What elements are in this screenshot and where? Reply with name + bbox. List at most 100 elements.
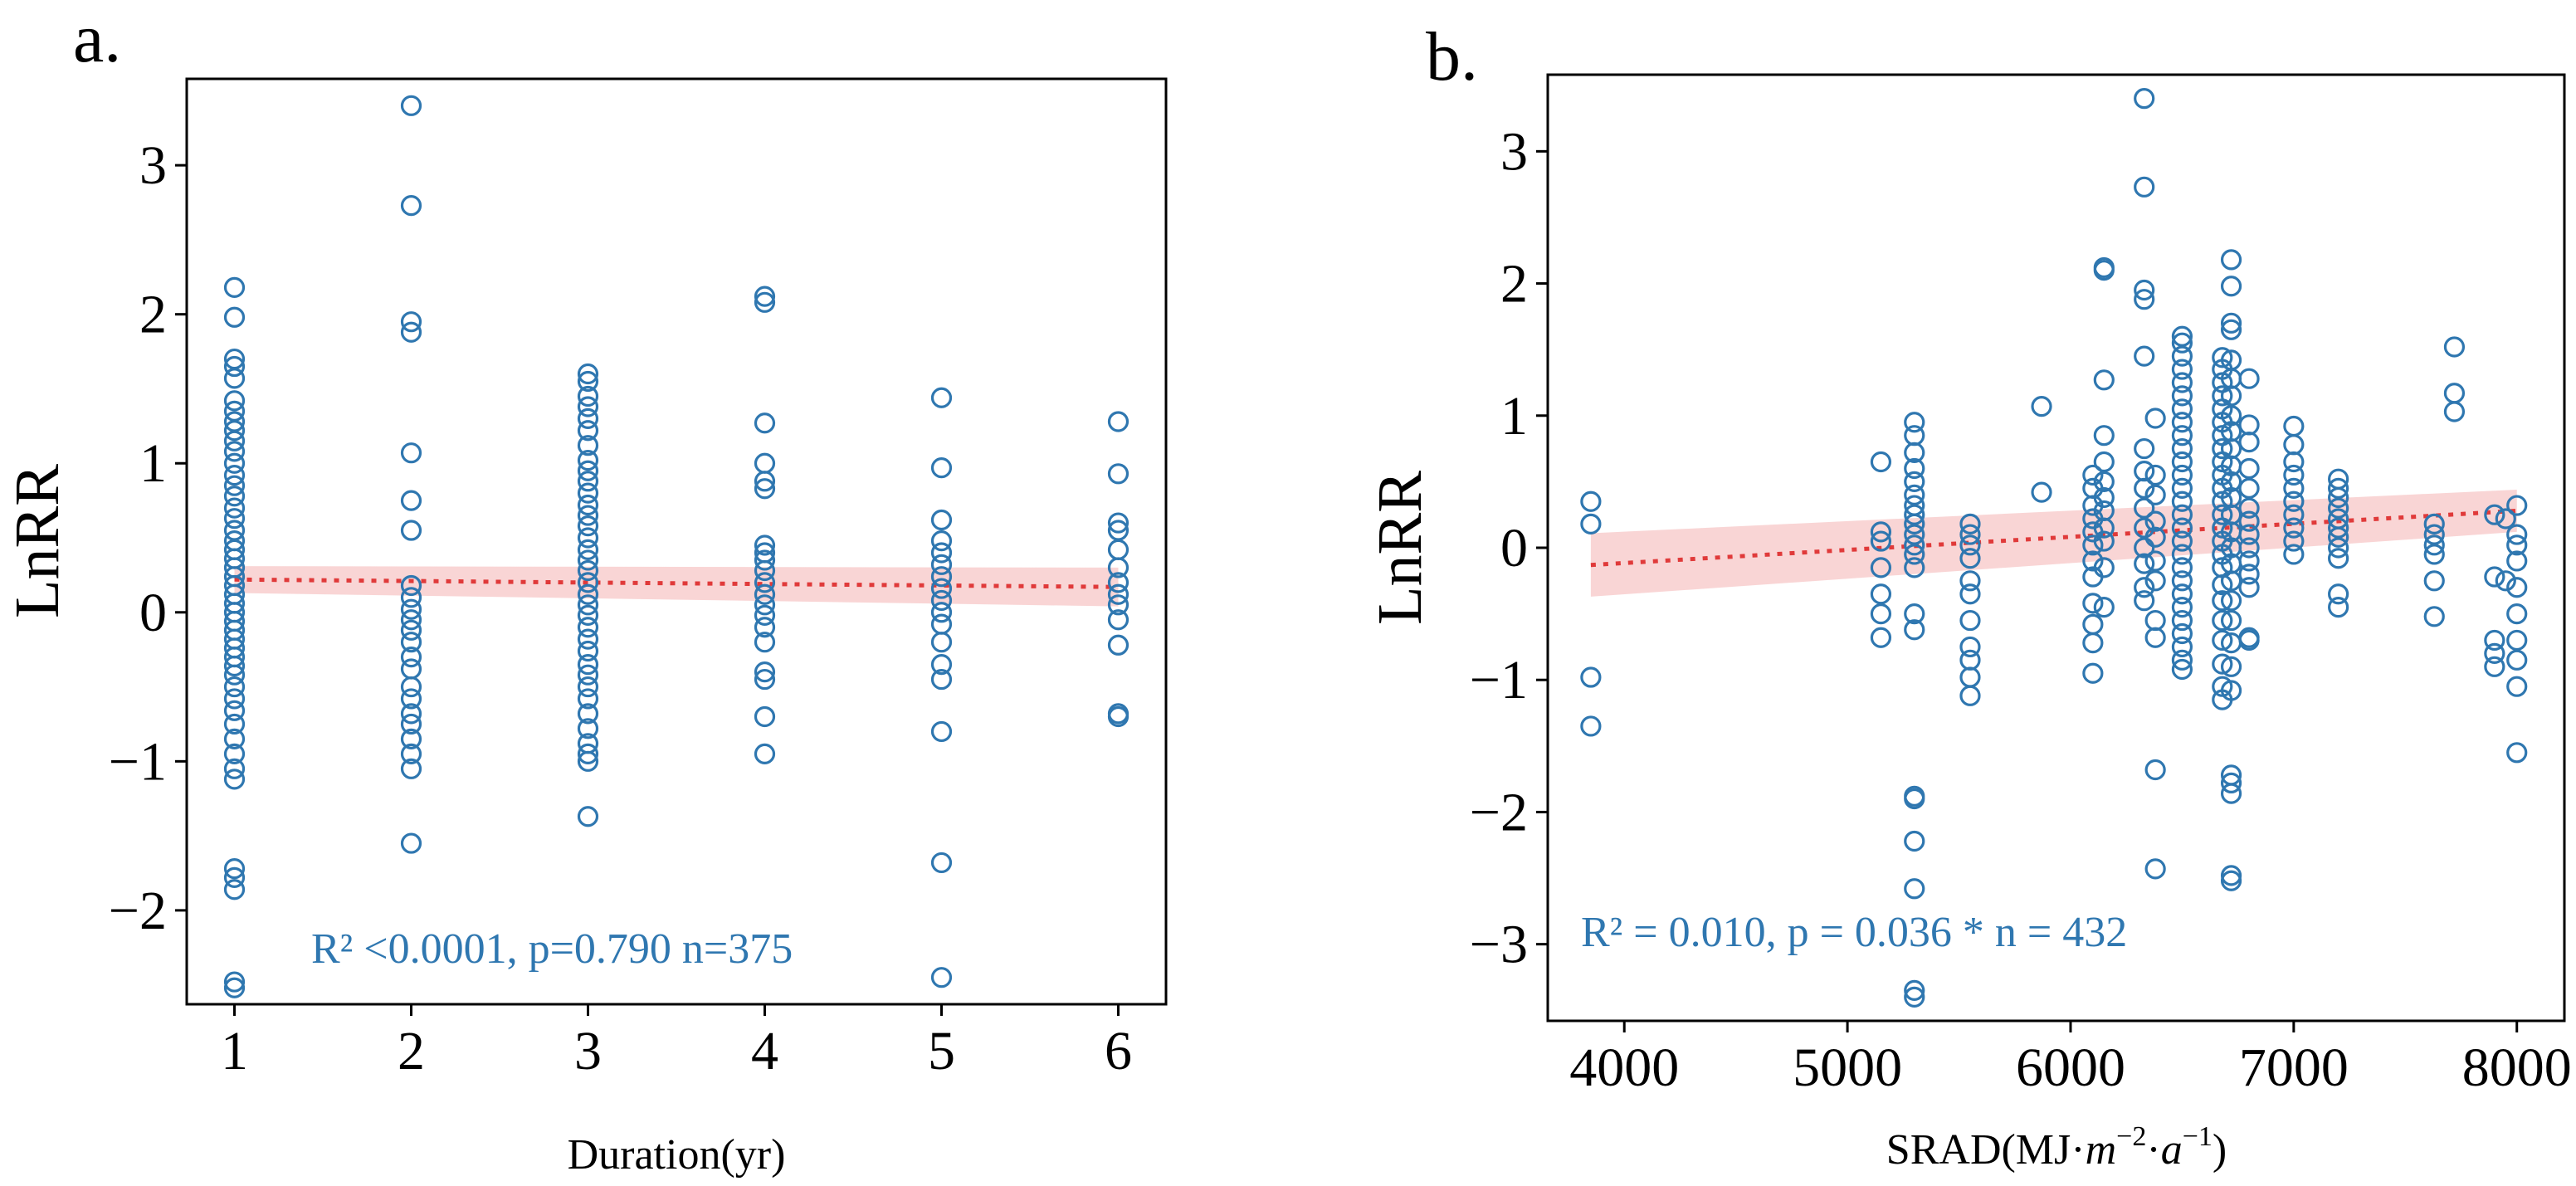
data-point bbox=[577, 806, 599, 827]
data-point bbox=[2134, 553, 2155, 574]
data-point bbox=[2212, 629, 2233, 652]
data-point bbox=[400, 632, 422, 653]
data-point bbox=[400, 619, 422, 641]
data-point bbox=[223, 355, 246, 378]
data-point bbox=[754, 412, 776, 434]
data-point bbox=[1904, 442, 1925, 463]
data-point bbox=[577, 572, 599, 593]
data-point bbox=[577, 450, 599, 471]
data-point bbox=[2134, 577, 2155, 598]
data-point bbox=[1904, 471, 1925, 492]
data-point bbox=[1107, 572, 1129, 593]
panel-b-x-axis-label-m: m bbox=[2086, 1126, 2117, 1174]
data-point bbox=[577, 688, 599, 710]
data-point bbox=[2093, 517, 2115, 539]
data-point bbox=[2506, 495, 2528, 516]
data-point bbox=[2082, 632, 2104, 654]
data-point bbox=[223, 858, 246, 880]
y-tick-label: 2 bbox=[1500, 254, 1528, 315]
data-point bbox=[2212, 437, 2233, 460]
y-tick-label: 0 bbox=[139, 583, 167, 643]
data-point bbox=[2328, 486, 2349, 509]
data-point bbox=[577, 460, 599, 481]
data-point bbox=[1107, 411, 1129, 432]
data-point bbox=[223, 700, 246, 721]
data-point bbox=[1904, 457, 1925, 480]
data-point bbox=[2220, 609, 2242, 632]
data-point bbox=[1904, 504, 1925, 525]
data-point bbox=[2144, 570, 2166, 592]
data-point bbox=[577, 549, 599, 571]
data-point bbox=[2238, 629, 2260, 652]
data-point bbox=[2144, 550, 2166, 572]
data-point bbox=[2506, 649, 2528, 671]
x-tick-label: 4 bbox=[751, 1021, 778, 1081]
data-point bbox=[1959, 524, 1981, 545]
data-point bbox=[754, 632, 776, 653]
data-point bbox=[577, 676, 599, 698]
panel-a-plot-frame bbox=[185, 77, 1168, 1006]
data-point bbox=[1904, 524, 1925, 545]
panel-b-label: b. bbox=[1426, 18, 1478, 95]
data-point bbox=[2212, 504, 2233, 525]
data-point bbox=[1870, 583, 1892, 605]
data-point bbox=[1904, 878, 1925, 900]
data-point bbox=[577, 718, 599, 739]
data-point bbox=[754, 478, 776, 500]
data-point bbox=[400, 311, 422, 333]
panel-b-x-axis-label-m-exp: −2 bbox=[2116, 1121, 2146, 1152]
data-point bbox=[754, 471, 776, 492]
data-point bbox=[1959, 583, 1981, 605]
data-point bbox=[2328, 548, 2349, 569]
data-point bbox=[400, 713, 422, 735]
data-point bbox=[754, 291, 776, 313]
data-point bbox=[754, 549, 776, 571]
data-point bbox=[754, 534, 776, 556]
data-point bbox=[2171, 597, 2193, 618]
data-point bbox=[223, 769, 246, 790]
panel-a: a. 1 2 3 4 5 6 −2 −1 0 1 2 3 LnRR Duration(yr) R² … bbox=[2, 0, 1168, 1179]
panel-b-y-axis-label: LnRR bbox=[1365, 471, 1435, 625]
data-point bbox=[1107, 583, 1129, 605]
data-point bbox=[2171, 530, 2193, 552]
data-point bbox=[2134, 88, 2155, 110]
data-point bbox=[577, 750, 599, 772]
panel-a-points bbox=[223, 95, 1129, 998]
data-point bbox=[2171, 477, 2193, 499]
data-point bbox=[2220, 590, 2242, 612]
y-tick-label: −1 bbox=[109, 731, 167, 792]
data-point bbox=[2134, 289, 2155, 310]
data-point bbox=[2171, 544, 2193, 565]
data-point bbox=[577, 505, 599, 526]
data-point bbox=[2171, 332, 2193, 354]
data-point bbox=[754, 452, 776, 474]
data-point bbox=[1107, 539, 1129, 560]
data-point bbox=[930, 654, 953, 676]
panel-b-regression-line bbox=[1590, 508, 2517, 568]
y-tick-label: −1 bbox=[1470, 650, 1528, 710]
data-point bbox=[2484, 504, 2505, 525]
panel-b-x-ticks: 4000 5000 6000 7000 8000 bbox=[1569, 1021, 2572, 1098]
data-point bbox=[2423, 524, 2445, 545]
data-point bbox=[577, 385, 599, 408]
data-point bbox=[754, 743, 776, 764]
data-point bbox=[2134, 345, 2155, 367]
data-point bbox=[2283, 464, 2305, 486]
data-point bbox=[2328, 597, 2349, 618]
data-point bbox=[577, 420, 599, 442]
x-tick-label: 6000 bbox=[2016, 1037, 2125, 1098]
data-point bbox=[223, 713, 246, 735]
data-point bbox=[2506, 742, 2528, 764]
panel-a-ci-band bbox=[234, 566, 1119, 607]
data-point bbox=[2171, 412, 2193, 433]
data-point bbox=[223, 486, 246, 507]
data-point bbox=[2238, 564, 2260, 585]
panel-b-fit-line bbox=[1590, 508, 2517, 568]
data-point bbox=[2220, 656, 2242, 677]
data-point bbox=[577, 370, 599, 393]
data-point bbox=[2328, 477, 2349, 499]
data-point bbox=[577, 396, 599, 417]
data-point bbox=[400, 658, 422, 680]
data-point bbox=[2144, 627, 2166, 648]
